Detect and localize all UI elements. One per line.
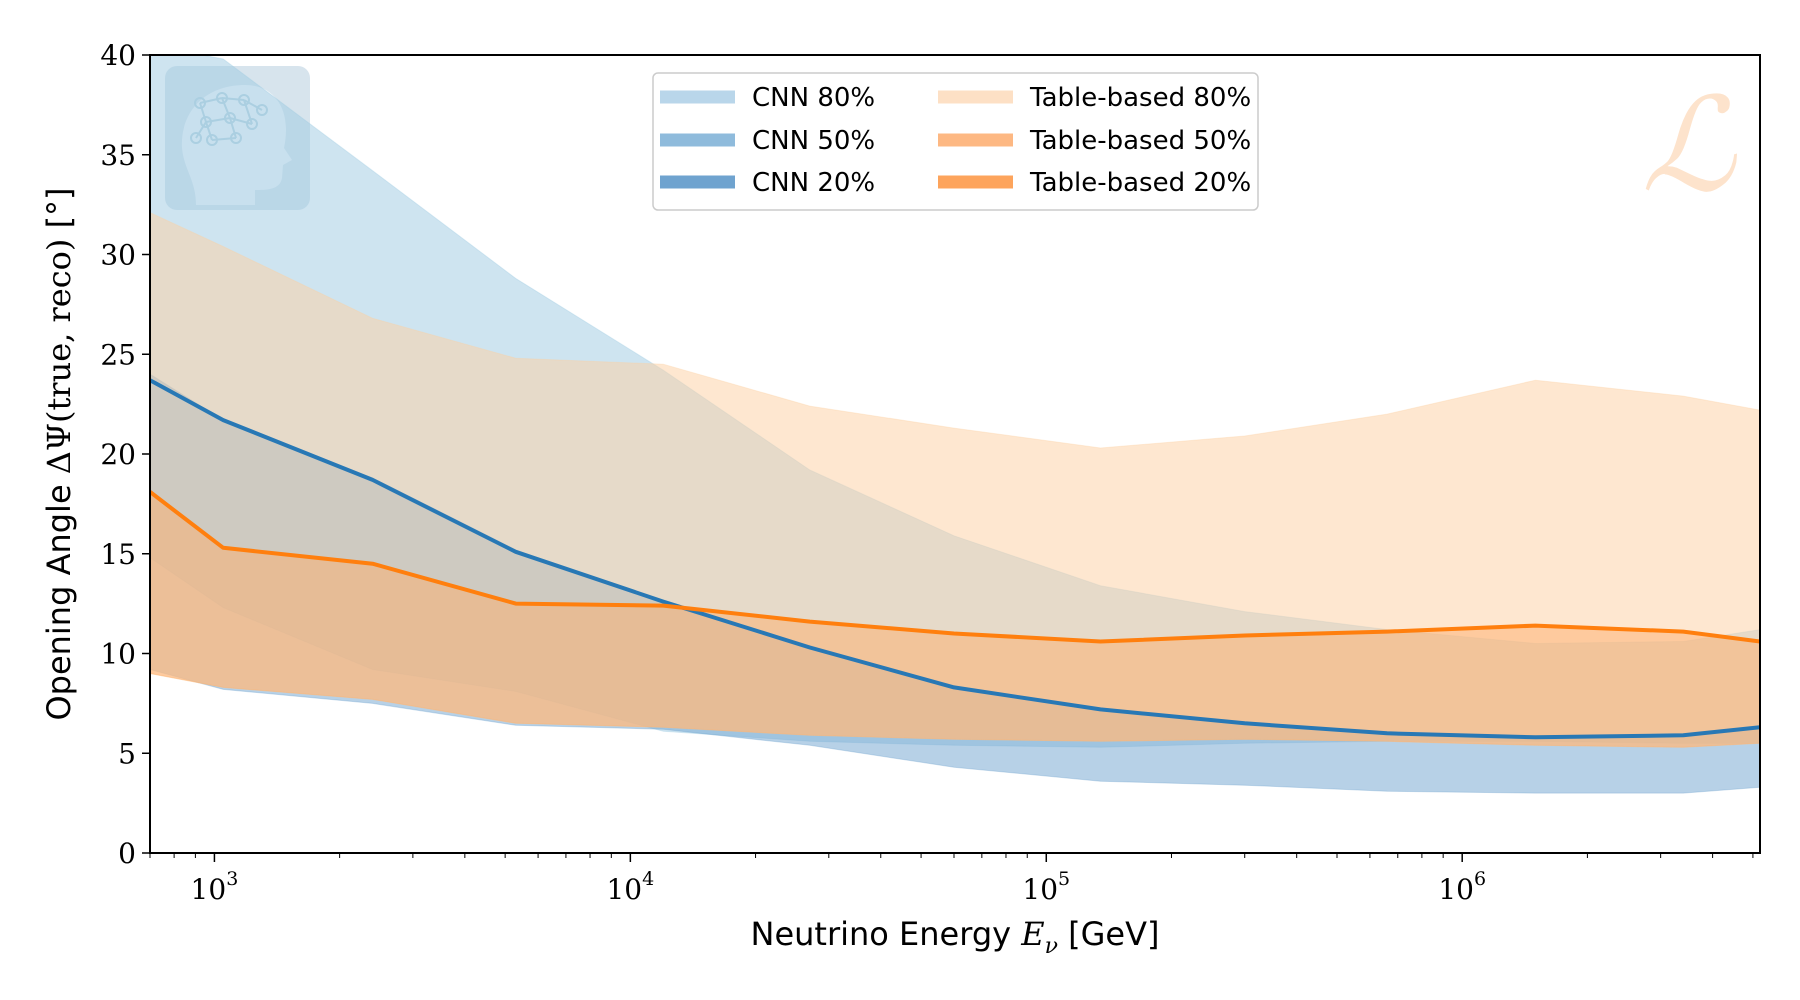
legend-item-cnn-80: CNN 80% <box>660 83 875 113</box>
y-tick-label: 15 <box>100 538 136 571</box>
y-tick-label: 20 <box>100 438 136 471</box>
legend-item-cnn-50: CNN 50% <box>660 126 875 156</box>
x-tick-base: 10 <box>606 873 642 906</box>
legend-label: Table-based 50% <box>1029 126 1251 156</box>
x-tick-label: 106 <box>1438 868 1486 906</box>
legend-label: CNN 20% <box>752 168 875 198</box>
x-tick-exponent: 3 <box>226 868 238 890</box>
x-tick-label: 103 <box>191 868 239 906</box>
x-tick-exponent: 6 <box>1474 868 1486 890</box>
y-axis-title: Opening Angle ΔΨ(true, reco) [°] <box>40 187 78 720</box>
line-cnn-20- <box>150 378 1760 740</box>
y-tick-label: 30 <box>100 239 136 272</box>
y-axis-title-symbol: ΔΨ <box>40 423 78 474</box>
legend-label: Table-based 80% <box>1029 83 1251 113</box>
y-axis-title-args: (true, reco) <box>40 239 78 423</box>
y-axis-title-prefix: Opening Angle <box>40 474 78 720</box>
x-axis-title-suffix: [GeV] <box>1058 915 1160 953</box>
legend-label: CNN 80% <box>752 83 875 113</box>
x-tick-base: 10 <box>1022 873 1058 906</box>
legend-item-cnn-20: CNN 20% <box>660 168 875 198</box>
y-axis-title-unit: [°] <box>40 187 78 238</box>
y-tick-label: 0 <box>118 837 136 870</box>
x-axis-title-subscript: ν <box>1045 934 1058 959</box>
x-tick-base: 10 <box>191 873 227 906</box>
legend: CNN 80% CNN 50% CNN 20% Table-based 80% … <box>652 72 1259 211</box>
line-table-based-20- <box>150 490 1760 644</box>
x-tick-exponent: 4 <box>642 868 654 890</box>
legend-item-table-80: Table-based 80% <box>938 83 1251 113</box>
x-axis-title-symbol: E <box>1020 915 1044 953</box>
x-axis-title-prefix: Neutrino Energy <box>751 915 1022 953</box>
y-tick-label: 35 <box>100 139 136 172</box>
x-tick-label: 105 <box>1022 868 1070 906</box>
legend-label: CNN 50% <box>752 126 875 156</box>
y-tick-label: 10 <box>100 638 136 671</box>
plot-lines <box>150 378 1760 740</box>
legend-item-table-20: Table-based 20% <box>938 168 1251 198</box>
legend-label: Table-based 20% <box>1029 168 1251 198</box>
legend-item-table-50: Table-based 50% <box>938 126 1251 156</box>
x-tick-base: 10 <box>1438 873 1474 906</box>
y-tick-label: 5 <box>118 737 136 770</box>
x-tick-exponent: 5 <box>1058 868 1070 890</box>
x-tick-label: 104 <box>606 868 654 906</box>
y-tick-label: 40 <box>100 39 136 72</box>
x-axis-title: Neutrino Energy Eν [GeV] <box>751 915 1160 959</box>
y-tick-label: 25 <box>100 338 136 371</box>
calligraphic-l-watermark: ℒ <box>1641 69 1737 221</box>
